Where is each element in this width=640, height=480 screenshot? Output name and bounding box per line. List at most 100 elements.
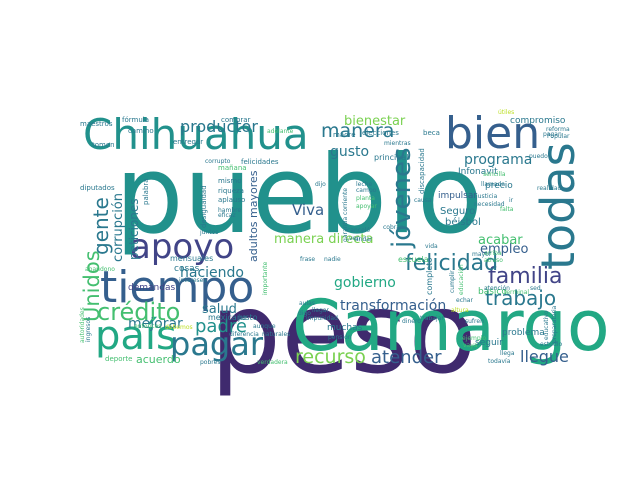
word-juntos: juntos [199, 229, 218, 236]
word-justicia: justicia [475, 193, 498, 200]
word-aunque: aunque [253, 323, 276, 330]
word-atender: atender [371, 347, 442, 368]
word-recurso: recurso [295, 346, 366, 368]
word-pueblo: pueblo [115, 133, 483, 258]
word-acabar: acabar [478, 233, 523, 248]
word-mayor: mayor [472, 251, 492, 258]
word-entonces: entonces [134, 323, 161, 330]
word-diputados: diputados [80, 184, 115, 192]
word-completo: completo [425, 258, 434, 295]
word-intereses: intereses [179, 277, 206, 284]
word-estudio: estudio [540, 341, 562, 348]
word-tiempo: tiempo [100, 262, 254, 313]
word-cosas: cosas [174, 264, 200, 274]
word-atencion: atención [484, 285, 510, 292]
word-aplauso: aplauso [218, 196, 245, 204]
word-vida: vida [425, 243, 438, 250]
word-adelante: adelante [267, 128, 294, 135]
word-ir: ir [509, 197, 514, 204]
word-transformacion: transformación [340, 298, 446, 314]
word-mismo: mismo [218, 177, 242, 185]
word-pais: país [95, 313, 177, 359]
word-justo: justo [237, 313, 258, 322]
word-felicidad: felicidad [405, 251, 498, 276]
word-apoyo: apoyo [130, 227, 234, 267]
word-realidad: realidad [537, 185, 562, 192]
word-basico: básico [478, 287, 507, 297]
word-jovenes: jóvenes [387, 147, 417, 249]
word-educativo: educativo [543, 310, 550, 340]
word-problema: problema [502, 328, 545, 338]
word-nadie: nadie [324, 256, 341, 263]
word-corrupto: corrupto [205, 158, 231, 165]
word-cancelo: canceló [347, 227, 370, 234]
word-peticiones: peticiones [127, 198, 141, 260]
word-sed: sed [530, 285, 541, 292]
word-salud: salud [202, 302, 237, 317]
word-demandas: demandas [128, 283, 175, 293]
word-desigualdad: desigualdad [200, 185, 208, 228]
word-ejemplo: ejemplo [462, 335, 486, 342]
word-abandono: abandono [85, 266, 115, 273]
word-apoyar: apoyar [356, 203, 377, 210]
word-credito: crédito [97, 298, 180, 326]
word-manana: mañana [218, 164, 247, 172]
word-atraso: atraso [484, 257, 503, 264]
word-popular: Popular [547, 133, 570, 140]
word-elecciones: elecciones [362, 129, 399, 137]
word-trabajo: trabajo [485, 286, 556, 310]
word-dijo: dijo [315, 181, 326, 188]
word-gusto: gusto [330, 144, 369, 160]
word-viva: Viva [292, 201, 324, 219]
word-pension: pensión [328, 334, 352, 341]
word-todas: todas [531, 142, 585, 270]
word-llegue: llegue [520, 347, 569, 366]
word-terminal: terminal [504, 289, 529, 296]
word-arriba: arriba [484, 250, 502, 257]
word-echar: echar [456, 297, 473, 304]
word-causa: causa [414, 197, 432, 204]
word-peso: peso [210, 269, 477, 399]
word-ingresos: ingresos [85, 317, 92, 342]
word-gobierno: gobierno [334, 275, 396, 291]
word-trabajar: trabajar [420, 315, 444, 322]
word-pagar: pagar [170, 325, 264, 363]
word-campo: campo [356, 187, 377, 194]
word-pobres: pobres [200, 359, 220, 366]
word-eficaz: eficaz [218, 212, 236, 219]
word-compromiso: compromiso [510, 116, 566, 126]
word-beca: beca [423, 129, 440, 137]
word-gente: gente [89, 197, 113, 255]
word-padre: padre [195, 316, 247, 337]
word-mensuales: mensuales [170, 254, 213, 263]
word-falta: falta [500, 206, 514, 213]
word-discapacidad: discapacidad [418, 148, 426, 194]
word-llega: llega [500, 350, 515, 357]
word-familia: familia [488, 264, 562, 289]
word-manera-directa: manera directa [274, 232, 373, 247]
word-sufren: sufren [465, 318, 484, 325]
word-beisbol: béisbol [445, 216, 481, 228]
word-programa: programa [464, 152, 532, 168]
word-naturales: naturales [262, 331, 290, 338]
word-altura: altura [451, 307, 469, 314]
word-camino: camino [128, 127, 154, 135]
word-todavia: todavía [488, 358, 511, 365]
word-palabra: palabra [142, 178, 150, 205]
word-unidos: Unidos [80, 250, 104, 322]
word-principal: principal [374, 153, 408, 162]
word-reforma: reforma [546, 126, 570, 133]
word-ven: ven [349, 235, 360, 242]
word-muchas: muchas [327, 323, 363, 333]
word-utiles: útiles [498, 109, 514, 116]
word-pagan: pagan [543, 131, 562, 138]
word-garantia-corriente: garantía corriente [342, 188, 349, 242]
word-impulsar: impulsar [438, 191, 477, 201]
word-hambre: hambre [218, 207, 241, 214]
word-riqueza: riqueza [218, 187, 244, 195]
word-formula: fórmula [122, 116, 149, 124]
word-mejorar: mejorar [128, 316, 183, 332]
word-bienestar: bienestar [344, 114, 406, 129]
word-necesidad: necesidad [474, 201, 505, 208]
word-seguro: Seguro [440, 206, 475, 217]
